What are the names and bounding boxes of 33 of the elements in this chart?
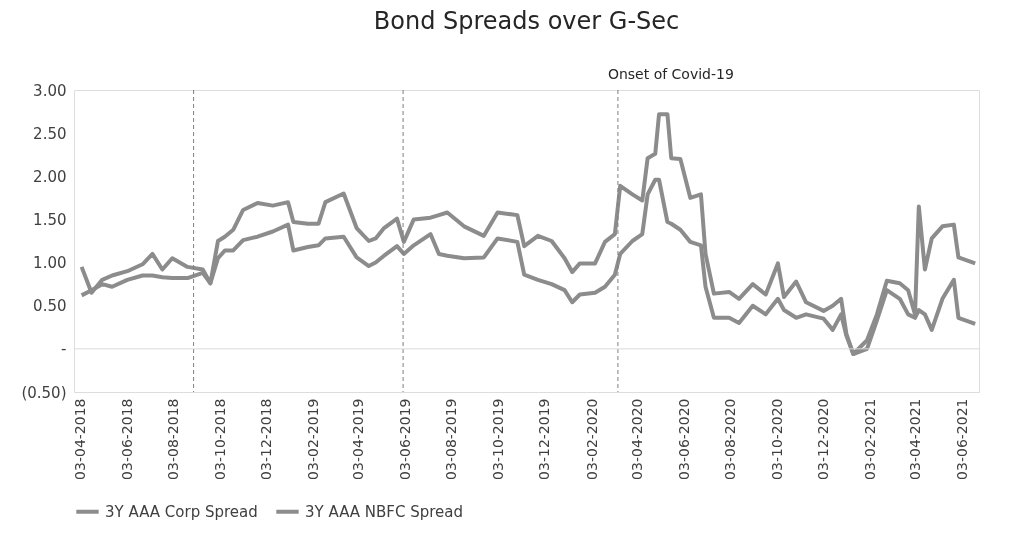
y-tick-label: 3.00 xyxy=(33,81,67,100)
x-tick-label: 03-02-2020 xyxy=(583,398,600,480)
x-tick-label: 03-06-2019 xyxy=(396,398,413,480)
x-tick-label: 03-08-2020 xyxy=(722,398,739,480)
x-tick-label: 03-06-2020 xyxy=(675,398,692,480)
x-tick-label: 03-04-2020 xyxy=(629,398,646,480)
x-tick-label: 03-10-2020 xyxy=(768,398,785,480)
x-tick-label: 03-06-2021 xyxy=(953,398,970,480)
x-tick-label: 03-06-2018 xyxy=(118,398,135,480)
y-tick-label: 0.50 xyxy=(33,297,67,316)
x-tick-label: 03-02-2021 xyxy=(862,398,879,480)
y-tick-label: 2.50 xyxy=(33,124,67,143)
x-tick-label: 03-04-2021 xyxy=(907,398,924,480)
x-tick-label: 03-10-2018 xyxy=(211,398,228,480)
x-tick-label: 03-04-2019 xyxy=(350,398,367,480)
x-tick-label: 03-10-2019 xyxy=(489,398,506,480)
x-tick-label: 03-12-2018 xyxy=(258,398,275,480)
x-tick-label: 03-08-2018 xyxy=(165,398,182,480)
y-tick-label: 1.00 xyxy=(33,254,67,273)
x-tick-label: 03-12-2020 xyxy=(815,398,832,480)
y-tick-label: 1.50 xyxy=(33,210,67,229)
x-tick-label: 03-04-2018 xyxy=(72,398,89,480)
ref-line-label: Onset of Covid-19 xyxy=(607,66,734,82)
x-tick-label: 03-08-2019 xyxy=(443,398,460,480)
y-tick-label: 2.00 xyxy=(33,167,67,186)
y-tick-label: (0.50) xyxy=(21,383,67,402)
legend-label: 3Y AAA NBFC Spread xyxy=(305,502,464,521)
y-tick-label: - xyxy=(61,340,67,359)
chart-title: Bond Spreads over G-Sec xyxy=(373,7,680,35)
line-series xyxy=(79,112,978,357)
legend-label: 3Y AAA Corp Spread xyxy=(105,502,258,521)
x-tick-label: 03-12-2019 xyxy=(536,398,553,480)
x-tick-label: 03-02-2019 xyxy=(305,398,322,480)
